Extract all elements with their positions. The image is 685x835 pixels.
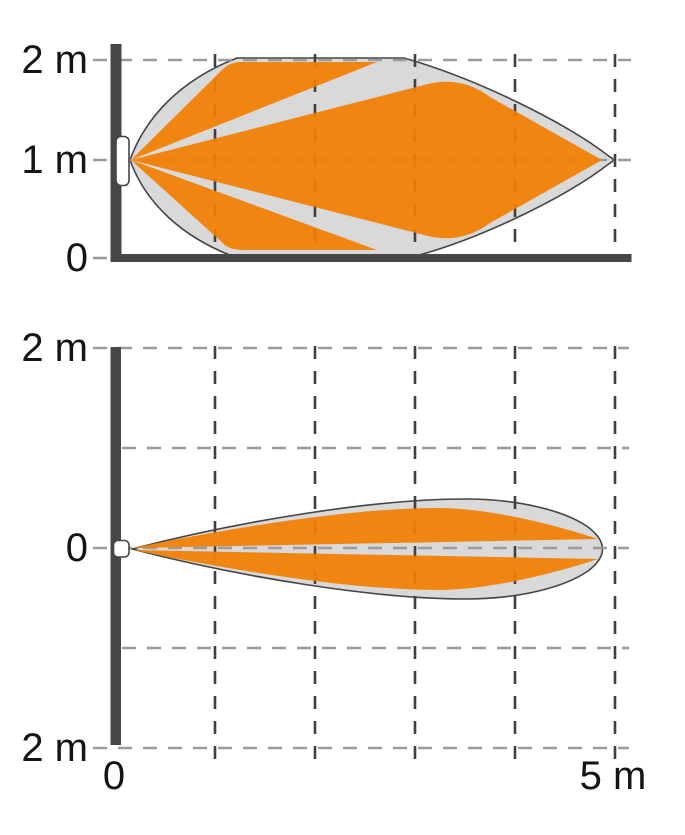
sensor-top-view [112, 539, 130, 558]
side-view-y-label-1m: 1 m [21, 138, 88, 182]
side-view-upper-lobe [131, 62, 377, 160]
side-view-center-lobe [131, 81, 602, 239]
top-view-chart [93, 346, 629, 766]
top-view-upper-lobe [133, 508, 598, 548]
x-axis-label-0: 0 [102, 754, 126, 798]
side-view-y-label-2m: 2 m [21, 38, 88, 82]
top-view-y-label-2m-top: 2 m [21, 326, 88, 370]
side-view-lower-lobe [131, 160, 377, 250]
top-view-active-zones [133, 508, 598, 590]
sensor-side-view [115, 135, 130, 187]
top-view-lower-lobe [133, 550, 598, 590]
x-axis-label-5m: 5 m [579, 754, 647, 798]
side-view-floor [110, 254, 632, 262]
side-view-chart [93, 44, 632, 262]
top-view-y-label-0: 0 [65, 526, 88, 570]
top-view-y-label-2m-bottom: 2 m [21, 726, 88, 770]
side-view-active-zones [131, 62, 602, 250]
side-view-y-label-0: 0 [65, 236, 88, 280]
